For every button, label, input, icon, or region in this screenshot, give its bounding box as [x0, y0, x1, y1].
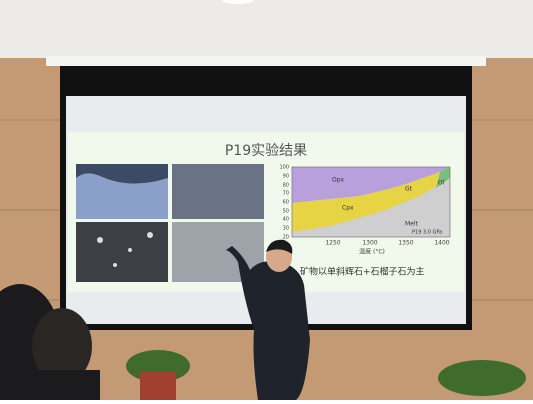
y-tick-label: 30: [283, 226, 289, 232]
y-tick-label: 50: [283, 209, 289, 215]
x-axis-label: 温度 (°C): [359, 248, 385, 256]
region-ol: [436, 167, 450, 188]
diagram-legend: P19 3.0 GPa: [412, 230, 442, 236]
region-labels: Opx Cpx Gt Ol Melt: [332, 177, 445, 228]
presenter-body: [226, 246, 310, 400]
y-tick-label: 100: [279, 165, 289, 171]
plant-pot: [140, 372, 176, 400]
screen-housing: [46, 56, 486, 66]
plot-frame: [291, 166, 451, 238]
region-cpx: [292, 167, 450, 232]
micrograph: [76, 222, 168, 282]
region-label: Opx: [332, 177, 345, 184]
y-tick-label: 40: [283, 217, 289, 223]
micrograph-detail: [76, 164, 168, 184]
x-tick-label: 1400: [434, 240, 449, 247]
region-label: Cpx: [342, 205, 354, 212]
presenter-hair: [266, 239, 293, 254]
slide-caption: 矿物以单斜辉石+石榴子石为主: [300, 266, 425, 278]
ceiling-light: [222, 0, 254, 4]
region-opx: [292, 167, 450, 203]
x-ticks: 1250 1300 1350 1400: [325, 240, 449, 247]
slide-title: P19实验结果: [225, 143, 307, 159]
ceiling: [0, 0, 533, 58]
x-tick-label: 1350: [398, 240, 413, 247]
micrograph-grains: [97, 232, 153, 267]
y-tick-label: 80: [283, 183, 289, 189]
y-tick-label: 20: [283, 235, 289, 241]
x-tick-label: 1300: [362, 240, 377, 247]
y-ticks: 100 90 80 70 60 50 40 30 20: [279, 165, 289, 241]
y-tick-label: 60: [283, 200, 289, 206]
micrograph: [172, 164, 264, 219]
plant: [438, 360, 526, 396]
region-label: Melt: [405, 221, 419, 228]
x-tick-label: 1250: [325, 240, 340, 247]
region-label: Ol: [438, 180, 445, 187]
y-tick-label: 90: [283, 174, 289, 180]
y-tick-label: 70: [283, 191, 289, 197]
region-label: Gt: [405, 186, 413, 193]
audience-head: [32, 308, 92, 384]
audience-body: [0, 370, 100, 400]
